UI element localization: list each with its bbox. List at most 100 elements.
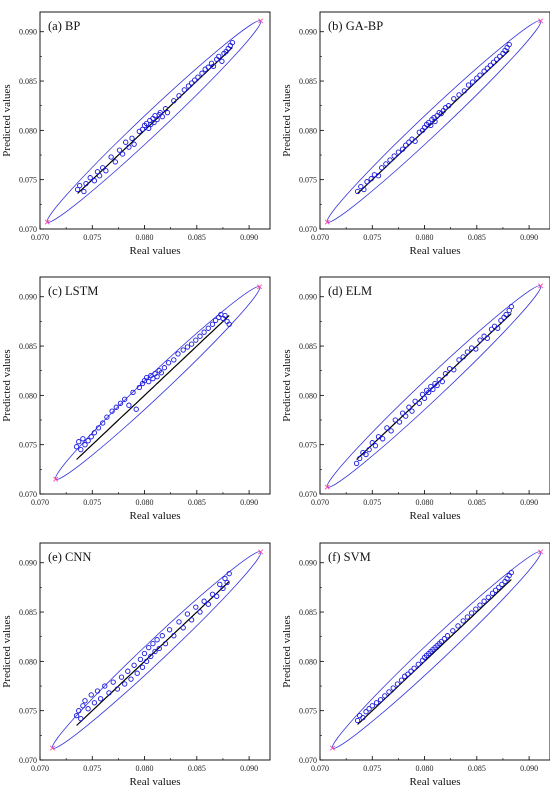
data-point: [384, 425, 390, 431]
y-tick-label: 0.075: [299, 176, 317, 185]
data-point: [154, 373, 160, 380]
data-point: [484, 335, 490, 341]
data-point: [122, 681, 128, 687]
data-point: [406, 404, 412, 410]
y-tick-label: 0.090: [299, 28, 317, 37]
data-point: [171, 98, 177, 104]
panel-title: (e) CNN: [48, 550, 91, 564]
data-point: [195, 74, 201, 80]
data-point: [361, 186, 367, 193]
chart-panel-2: 0.070 0.075 0.080 0.085 0.090 0.070 0.075 0.080…: [281, 11, 550, 257]
ellipse-endpoint-marker: [258, 549, 264, 555]
data-point: [391, 153, 397, 159]
data-point: [74, 186, 81, 193]
data-point: [441, 636, 448, 642]
data-point: [83, 180, 89, 187]
x-axis-label: Real values: [129, 776, 180, 788]
data-point: [412, 138, 418, 144]
data-point: [78, 715, 84, 722]
data-point: [176, 619, 182, 625]
data-point: [506, 307, 512, 314]
data-point: [122, 396, 128, 402]
data-point: [416, 400, 422, 406]
x-tick-label: 0.070: [311, 233, 329, 242]
data-point: [465, 82, 472, 88]
data-point: [403, 142, 409, 148]
data-point: [161, 365, 168, 371]
data-point: [81, 188, 87, 195]
data-point: [193, 604, 199, 610]
data-point: [205, 325, 211, 331]
ellipse-endpoint-marker: [324, 484, 330, 490]
panel-title: (c) LSTM: [48, 284, 98, 298]
data-point: [131, 141, 137, 147]
y-tick-label: 0.090: [299, 559, 317, 568]
panel-title: (d) ELM: [328, 284, 372, 298]
data-point: [106, 690, 112, 696]
panel-title: (b) GA-BP: [328, 19, 383, 33]
data-point: [154, 116, 160, 123]
data-point: [490, 59, 497, 65]
data-point: [76, 708, 82, 714]
fit-line: [76, 315, 230, 460]
data-point: [103, 168, 109, 174]
plot-frame: [39, 11, 271, 230]
data-point: [396, 419, 403, 425]
data-point: [94, 688, 101, 694]
data-point: [357, 455, 363, 462]
data-point: [113, 404, 119, 410]
data-point: [392, 417, 398, 423]
data-point: [141, 650, 148, 657]
data-point: [164, 109, 171, 116]
data-point: [158, 370, 164, 376]
data-point: [117, 400, 124, 406]
data-point: [104, 414, 110, 420]
chart-panel-6: 0.070 0.075 0.080 0.085 0.090 0.070 0.075 0.080…: [281, 542, 550, 788]
plot-frame: [39, 542, 271, 761]
data-point: [387, 157, 393, 163]
data-point: [226, 570, 232, 577]
data-point: [116, 147, 123, 153]
data-point: [226, 321, 232, 327]
y-tick-label: 0.070: [19, 225, 37, 234]
data-point: [85, 706, 91, 712]
data-point: [411, 665, 417, 671]
y-tick-label: 0.090: [19, 559, 37, 568]
data-point: [497, 53, 503, 60]
data-point: [439, 378, 445, 385]
data-point: [137, 656, 144, 663]
y-tick-label: 0.080: [19, 391, 37, 400]
data-point: [201, 598, 207, 604]
data-point: [380, 436, 386, 442]
x-axis-label: Real values: [129, 245, 180, 257]
x-tick-label: 0.085: [468, 764, 486, 773]
y-tick-label: 0.090: [19, 28, 37, 37]
data-point: [468, 610, 475, 616]
y-tick-label: 0.070: [299, 756, 317, 765]
data-point: [386, 689, 392, 695]
panel-title: (a) BP: [48, 19, 80, 33]
x-tick-label: 0.080: [136, 233, 154, 242]
data-point: [109, 408, 115, 414]
data-point: [146, 378, 152, 385]
data-point: [73, 444, 80, 450]
data-point: [126, 402, 132, 408]
data-point: [118, 674, 125, 680]
y-axis-label: Predicted values: [1, 84, 13, 156]
data-point: [180, 347, 186, 353]
data-point: [460, 618, 466, 624]
data-point: [456, 92, 462, 98]
x-tick-label: 0.085: [468, 498, 486, 507]
x-tick-label: 0.070: [31, 764, 49, 773]
x-tick-label: 0.070: [311, 764, 329, 773]
data-point: [188, 80, 195, 86]
data-point: [78, 446, 84, 453]
data-point: [508, 569, 514, 576]
data-point: [209, 591, 216, 597]
x-tick-label: 0.090: [520, 498, 538, 507]
ellipse-endpoint-marker: [53, 476, 59, 482]
x-tick-label: 0.075: [363, 233, 381, 242]
data-point: [498, 317, 504, 324]
data-point: [88, 692, 94, 698]
data-point: [494, 56, 500, 62]
